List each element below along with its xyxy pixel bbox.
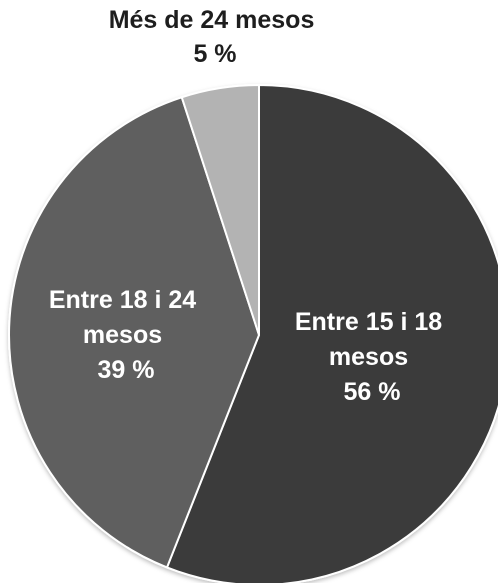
slice-value-label: 56 %	[344, 378, 401, 406]
slice-value-label: 39 %	[98, 356, 155, 384]
slice-label-mes-de-24-mesos: Més de 24 mesos 5 %	[109, 6, 322, 68]
pie-slice	[8, 95, 261, 569]
slice-label-line: Entre 18 i 24	[49, 286, 196, 314]
slice-label-line: Entre 15 i 18	[295, 308, 442, 336]
slice-label-entre-15-i-18: Entre 15 i 18 mesos 56 %	[295, 308, 449, 406]
slice-label-line: mesos	[329, 343, 408, 371]
pie-slice	[180, 83, 260, 336]
slice-value-label: 5 %	[193, 40, 236, 68]
slice-label-entre-18-i-24: Entre 18 i 24 mesos 39 %	[49, 286, 203, 384]
slice-label-line: mesos	[83, 321, 162, 349]
slice-label-line: Més de 24 mesos	[109, 6, 315, 34]
pie-slices	[8, 83, 498, 583]
